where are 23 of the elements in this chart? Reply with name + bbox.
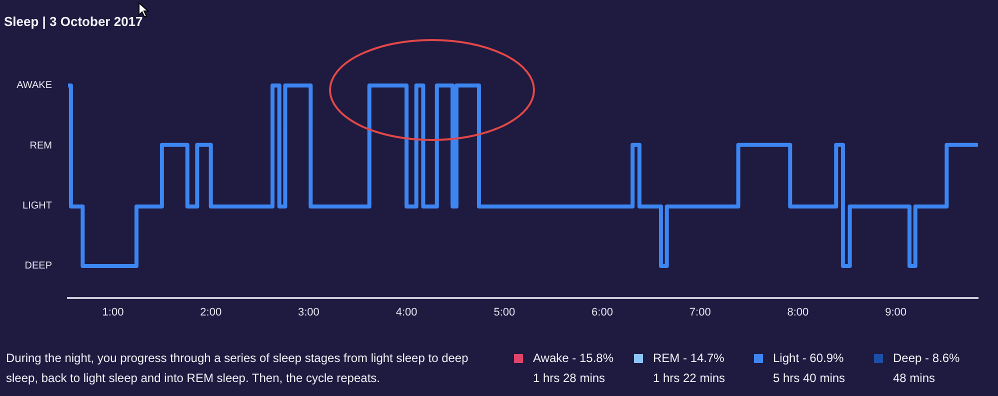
- x-tick-label: 7:00: [689, 306, 711, 318]
- text: LIGHT: [22, 200, 52, 212]
- text: 48 mins: [892, 370, 936, 387]
- x-tick-label: 1:00: [102, 306, 124, 318]
- x-tick-label: 3:00: [298, 306, 320, 318]
- text: 1 hrs 28 mins: [532, 370, 606, 387]
- text: REM - 14.7%: [653, 350, 724, 367]
- x-tick-label: 2:00: [200, 306, 222, 318]
- text: Light - 60.9%: [773, 350, 844, 367]
- x-tick-label: 4:00: [396, 306, 418, 318]
- x-tick-label: 6:00: [592, 306, 613, 318]
- x-tick-label: 9:00: [885, 306, 907, 318]
- text: REM: [30, 140, 52, 152]
- text: 5 hrs 40 mins: [772, 370, 846, 387]
- text: During the night, you progress through a series of sleep stages from light sleep to deep sleep, back to light sleep and into REM sleep. Then, the cycle repeats.: [6, 350, 470, 387]
- text: Awake - 15.8%: [533, 350, 614, 367]
- chart-title: Sleep | 3 October 2017: [4, 14, 143, 29]
- text: DEEP: [24, 260, 52, 272]
- text: AWAKE: [16, 80, 52, 92]
- x-tick-label: 8:00: [787, 306, 809, 318]
- text: Deep - 8.6%: [893, 350, 960, 367]
- text: 1 hrs 22 mins: [652, 370, 726, 387]
- x-tick-label: 5:00: [494, 306, 516, 318]
